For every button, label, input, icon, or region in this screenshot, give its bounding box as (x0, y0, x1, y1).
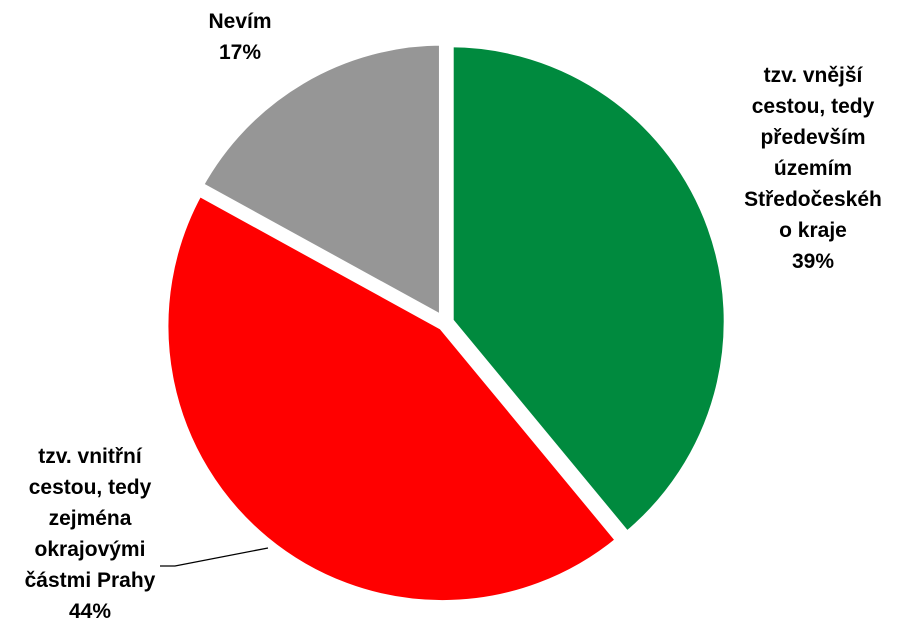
slice-label-line-vnejsi-cesta: především (760, 126, 865, 149)
slice-labels: tzv. vnější cestou, tedy především územím St… (25, 10, 882, 623)
slice-label-line-vnejsi-cesta: cestou, tedy (752, 95, 875, 118)
leader-line-vnitrni-cesta (160, 547, 269, 567)
slice-label-line-vnejsi-cesta: tzv. vnější (764, 64, 864, 87)
leader-lines (160, 547, 269, 567)
slice-label-line-vnejsi-cesta: Středočeskéh (744, 188, 882, 211)
pie-slice-vnitrni-cesta (160, 188, 624, 609)
pie-slice-nevim (195, 37, 447, 324)
slice-label-line-vnejsi-cesta: o kraje (779, 219, 847, 242)
slice-label-line-vnitrni-cesta: okrajovými (35, 538, 146, 561)
slice-label-line-vnitrni-cesta: zejména (49, 507, 132, 530)
slice-value-label-vnitrni-cesta: 44% (69, 600, 111, 623)
pie-slices (160, 37, 732, 609)
slice-value-label-nevim: 17% (219, 41, 261, 64)
slice-label-line-vnitrni-cesta: tzv. vnitřní (38, 445, 143, 468)
slice-label-line-nevim: Nevím (208, 10, 271, 33)
pie-slice-vnejsi-cesta (445, 39, 732, 540)
slice-label-line-vnitrni-cesta: částmi Prahy (25, 569, 156, 592)
slice-label-line-vnitrni-cesta: cestou, tedy (29, 476, 152, 499)
slice-label-line-vnejsi-cesta: územím (774, 157, 852, 180)
slice-value-label-vnejsi-cesta: 39% (792, 250, 834, 273)
